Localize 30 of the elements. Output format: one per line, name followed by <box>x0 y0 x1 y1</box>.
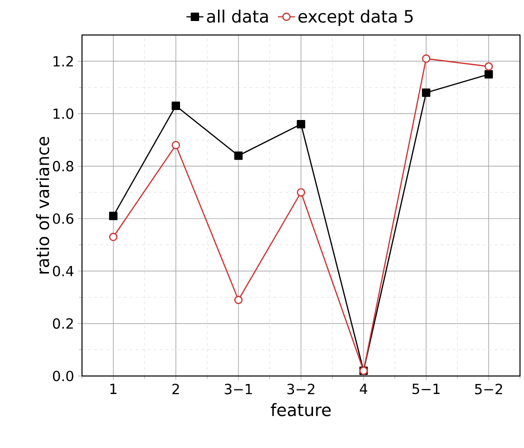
legend-label: all data <box>207 10 268 23</box>
point <box>109 212 118 220</box>
point <box>296 120 306 128</box>
y-tick-label: 0.6 <box>52 213 74 224</box>
point <box>484 62 493 71</box>
y-tick-label: 0.2 <box>52 318 73 329</box>
point <box>422 88 430 97</box>
point <box>296 188 306 197</box>
x-tick-label: 1 <box>110 384 116 394</box>
x-axis-title: feature <box>270 403 331 416</box>
legend-label: except data 5 <box>298 10 413 26</box>
x-tick-label: 5−1 <box>412 384 440 394</box>
y-tick-label: 1.2 <box>54 56 73 66</box>
x-tick-label: 3−1 <box>224 384 252 394</box>
point <box>234 296 243 304</box>
x-tick-label: 3−2 <box>287 384 314 394</box>
y-tick-label: 1.0 <box>54 108 74 119</box>
y-tick-label: 0.8 <box>52 160 74 172</box>
point <box>172 102 180 110</box>
point <box>484 70 493 79</box>
point <box>172 140 180 150</box>
point <box>234 151 243 160</box>
y-axis-title: ratio of variance <box>36 136 50 274</box>
y-tick-label: 0.4 <box>52 266 74 276</box>
x-tick-label: 2 <box>172 384 179 394</box>
x-tick-label: 5−2 <box>475 384 502 394</box>
y-tick-label: 0.0 <box>52 370 74 382</box>
point <box>109 232 118 242</box>
point <box>422 54 430 63</box>
x-tick-label: 4 <box>360 384 368 394</box>
